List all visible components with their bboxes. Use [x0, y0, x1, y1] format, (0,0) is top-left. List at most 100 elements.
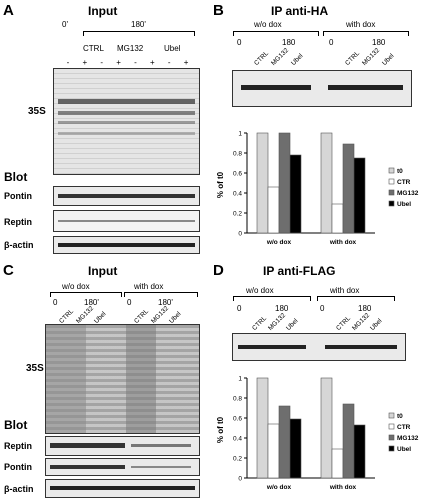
- panel-d-chart: % of t0 0 0.2 0.4 0.6 0.8 1 w/o dox with dox t0 C…: [216, 376, 419, 492]
- panel-a-blot-header: Blot: [4, 170, 28, 184]
- panel-b-cond: CTRL: [253, 50, 271, 67]
- chart-b-bar-ubel: [289, 154, 302, 234]
- chart-d-bar-t0: [320, 377, 333, 479]
- panel-b-cond: Ubel: [290, 52, 305, 67]
- panel-b-left-bracket: [233, 31, 319, 36]
- panel-c-cond: Ubel: [168, 310, 183, 325]
- panel-c-cond: CTRL: [58, 308, 76, 325]
- chart-d-bar-ctr: [267, 423, 280, 479]
- panel-b-t0-left: 0: [237, 38, 242, 47]
- chart-b-bar-ctr: [331, 203, 344, 234]
- panel-a-cond-ubel: Ubel: [164, 44, 181, 53]
- panel-d-cond: CTRL: [251, 315, 269, 332]
- chart-d-bar-mg132: [342, 403, 355, 479]
- chart-d-bar-ctr: [331, 448, 344, 479]
- panel-c-left-group: w/o dox: [62, 282, 90, 291]
- chart-b-ytick-label: 0.2: [233, 211, 242, 218]
- chart-b-ytick-label: 1: [238, 131, 242, 138]
- chart-d-bar-ubel: [289, 418, 302, 479]
- chart-b-category-label: w/o dox: [266, 239, 292, 246]
- chart-d-category-label: w/o dox: [266, 484, 292, 491]
- chart-d-legend-swatch: [388, 445, 395, 452]
- panel-a-pontin-blot: [53, 186, 200, 206]
- chart-b-category-label: with dox: [329, 239, 357, 246]
- sign: +: [183, 58, 189, 67]
- chart-d-bar-mg132: [278, 405, 291, 479]
- chart-d-bar-ubel: [353, 424, 366, 479]
- chart-d-legend-swatch: [388, 412, 395, 419]
- chart-b-legend-label: t0: [397, 168, 403, 175]
- panel-c-left-bracket: [50, 292, 122, 297]
- panel-c-t180-left: 180': [84, 298, 99, 307]
- chart-b-bar-t0: [320, 132, 333, 234]
- chart-b-ytick-label: 0.6: [233, 171, 242, 178]
- panel-c-actin-blot: [45, 479, 200, 498]
- panel-d-cond: Ubel: [285, 317, 300, 332]
- panel-c-row-1: Pontin: [4, 462, 32, 472]
- chart-d-legend-swatch: [388, 423, 395, 430]
- panel-b-title: IP anti-HA: [271, 4, 329, 18]
- panel-d-t0-right: 0: [320, 304, 325, 313]
- panel-b-chart: % of t0 0 0.2 0.4 0.6 0.8 1 w/o dox with dox t0 C…: [216, 131, 419, 247]
- panel-a-35s-label: 35S: [28, 106, 46, 117]
- sign: +: [82, 58, 88, 67]
- panel-c-cond: MG132: [150, 304, 171, 325]
- panel-a-bracket: [83, 31, 195, 36]
- chart-d-legend-label: MG132: [397, 435, 419, 442]
- sign: -: [66, 58, 70, 67]
- panel-c-t0-left: 0: [53, 298, 58, 307]
- panel-d-cond: CTRL: [335, 315, 353, 332]
- panel-c-title: Input: [88, 264, 118, 278]
- panel-c-t0-right: 0: [127, 298, 132, 307]
- chart-b-ytick-label: 0.8: [233, 151, 242, 158]
- panel-d-cond: MG132: [267, 311, 288, 332]
- panel-b-left-group: w/o dox: [254, 20, 282, 29]
- chart-b-ylabel: % of t0: [216, 171, 225, 198]
- panel-b-t180-left: 180: [282, 38, 296, 47]
- panel-a-letter: A: [3, 2, 14, 19]
- panel-b-cond: MG132: [270, 46, 291, 67]
- panel-d-cond: Ubel: [369, 317, 384, 332]
- panel-d-letter: D: [213, 262, 224, 279]
- panel-c-row-0: Reptin: [4, 441, 32, 451]
- chart-d-legend-label: t0: [397, 413, 403, 420]
- panel-c-right-group: with dox: [134, 282, 164, 291]
- panel-c-cond: CTRL: [133, 308, 151, 325]
- chart-b-bar-ubel: [353, 157, 366, 234]
- chart-d-ytick-label: 1: [238, 376, 242, 383]
- chart-d-ytick-label: 0.2: [233, 456, 242, 463]
- panel-c-right-bracket: [124, 292, 198, 297]
- panel-d-left-bracket: [233, 296, 311, 301]
- sign: -: [134, 58, 137, 67]
- chart-d-legend-swatch: [388, 434, 395, 441]
- panel-c-35s-label: 35S: [26, 363, 44, 374]
- chart-b-legend-label: MG132: [397, 190, 419, 197]
- chart-b-ytick-label: 0: [238, 231, 242, 238]
- sign: -: [167, 58, 171, 67]
- panel-a-t0: 0': [62, 20, 68, 29]
- chart-d-ytick-label: 0.6: [233, 416, 242, 423]
- chart-d-ytick-label: 0.8: [233, 396, 242, 403]
- chart-b-ytick-label: 0.4: [233, 191, 242, 198]
- sign: +: [116, 58, 121, 67]
- panel-d-t180-right: 180: [358, 304, 372, 313]
- chart-b-legend-swatch: [388, 178, 395, 185]
- panel-a-row-2: β-actin: [4, 240, 34, 250]
- panel-d-blot: [232, 333, 406, 361]
- panel-a-cond-ctrl: CTRL: [83, 44, 104, 53]
- panel-b-cond: CTRL: [344, 50, 362, 67]
- panel-d-t0-left: 0: [237, 304, 242, 313]
- panel-a-signs: - + - + - + - +: [60, 58, 195, 67]
- panel-d-left-group: w/o dox: [246, 286, 274, 295]
- panel-b-t180-right: 180: [372, 38, 386, 47]
- panel-b-right-group: with dox: [346, 20, 376, 29]
- chart-d-ylabel: % of t0: [216, 416, 225, 443]
- panel-d-t180-left: 180: [275, 304, 289, 313]
- chart-b-bar-ctr: [267, 186, 280, 234]
- chart-b-legend-swatch: [388, 200, 395, 207]
- panel-a-cond-mg132: MG132: [117, 44, 144, 53]
- panel-c-t180-right: 180': [158, 298, 173, 307]
- panel-c-row-2: β-actin: [4, 484, 34, 494]
- sign: -: [100, 58, 104, 67]
- chart-d-legend-label: Ubel: [397, 446, 411, 453]
